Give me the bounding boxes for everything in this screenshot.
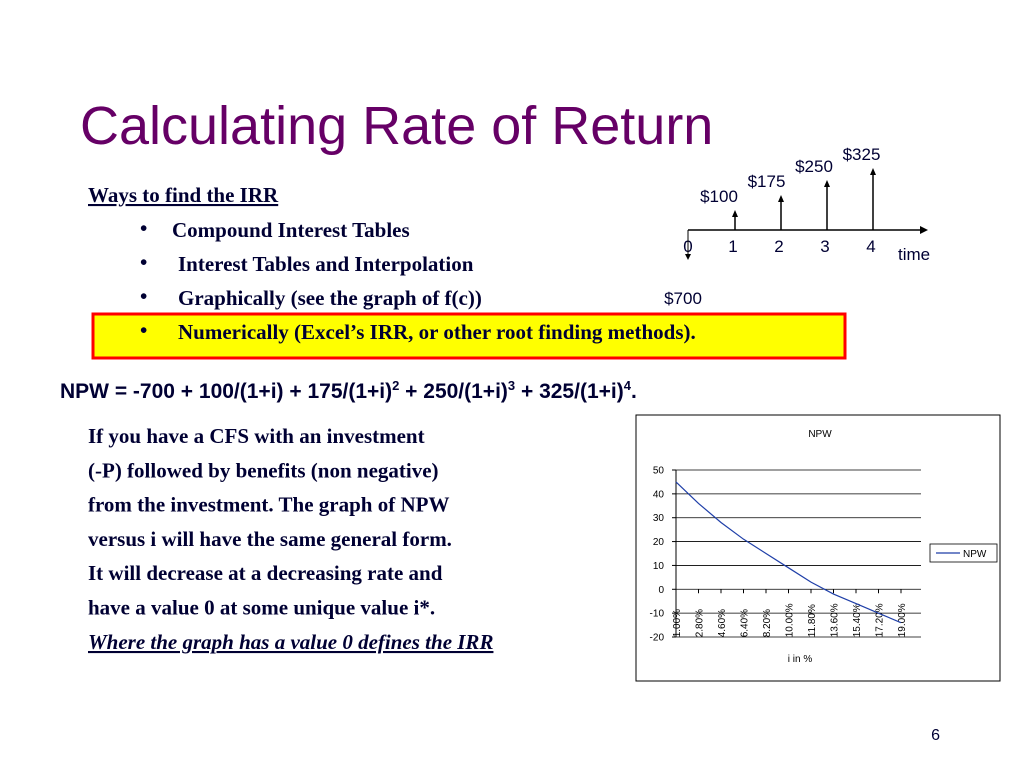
bullet: •	[140, 318, 147, 342]
method-item: Compound Interest Tables	[172, 218, 410, 242]
bullet: •	[140, 216, 147, 240]
npw-line	[675, 481, 902, 624]
y-tick-label: 10	[653, 561, 665, 572]
x-tick-label: 15.40%	[852, 603, 863, 637]
x-tick-label: 11.80%	[807, 604, 818, 637]
amount-label: $700	[664, 289, 702, 308]
superscript: 4	[624, 378, 632, 393]
bullet: •	[140, 284, 147, 308]
equation-part: NPW = -700 + 100/(1+i) + 175/(1+i)	[60, 380, 392, 403]
equation-part: + 325/(1+i)	[515, 380, 624, 403]
equation: NPW = -700 + 100/(1+i) + 175/(1+i)2 + 25…	[60, 378, 637, 403]
x-axis-label: i in %	[788, 654, 813, 665]
bullet: •	[140, 250, 147, 274]
period-label: 2	[774, 237, 783, 256]
explanation-line: have a value 0 at some unique value i*.	[88, 596, 435, 620]
highlight-box	[91, 312, 847, 360]
period-label: 1	[728, 237, 737, 256]
amount-label: $250	[795, 157, 833, 176]
amount-label: $175	[748, 172, 786, 191]
arrowhead	[685, 254, 691, 260]
method-item: Interest Tables and Interpolation	[178, 252, 474, 276]
time-label: time	[898, 245, 930, 264]
y-tick-label: -10	[650, 609, 665, 620]
amount-label: $100	[700, 187, 738, 206]
superscript: 2	[392, 378, 399, 393]
methods-heading: Ways to find the IRR	[88, 183, 279, 207]
period-label: 4	[866, 237, 875, 256]
y-tick-label: 0	[658, 585, 664, 596]
explanation: If you have a CFS with an investment (-P…	[88, 424, 493, 654]
x-tick-label: 13.60%	[830, 603, 841, 637]
npw-chart: NPW -20 -10 0 10 20 30 40 50 1.00% 2.80% 4.60% 6.40%…	[650, 429, 998, 665]
equation-part: + 250/(1+i)	[399, 380, 508, 403]
period-label: 3	[820, 237, 829, 256]
superscript: 3	[508, 378, 515, 393]
y-tick-label: 40	[653, 489, 665, 500]
method-item: Numerically (Excel’s IRR, or other root …	[178, 320, 696, 344]
x-tick-label: 2.80%	[695, 609, 706, 637]
legend-box	[929, 543, 998, 563]
explanation-line: (-P) followed by benefits (non negative)	[88, 458, 439, 482]
x-tick-label: 10.00%	[785, 603, 796, 637]
x-tick-label: 4.60%	[717, 609, 728, 637]
explanation-line: versus i will have the same general form…	[88, 527, 452, 551]
arrowhead	[870, 168, 876, 175]
arrowhead	[920, 226, 928, 234]
y-tick-label: 30	[653, 513, 665, 524]
slide-title: Calculating Rate of Return	[80, 96, 713, 156]
arrowhead	[824, 180, 830, 187]
explanation-line: If you have a CFS with an investment	[88, 424, 425, 448]
explanation-line: It will decrease at a decreasing rate an…	[88, 561, 443, 585]
arrowhead	[778, 195, 784, 202]
chart-title: NPW	[808, 429, 832, 440]
equation-part: .	[631, 380, 637, 403]
methods-list: • Compound Interest Tables • Interest Table…	[140, 216, 696, 344]
explanation-line: from the investment. The graph of NPW	[88, 493, 449, 517]
y-tick-label: -20	[650, 633, 665, 644]
x-tick-label: 8.20%	[762, 609, 773, 637]
legend-label: NPW	[963, 549, 987, 560]
amount-label: $325	[843, 145, 881, 164]
conclusion: Where the graph has a value 0 defines th…	[88, 630, 493, 654]
x-tick-label: 6.40%	[740, 609, 751, 637]
arrowhead	[732, 210, 738, 217]
x-tick-label: 17.20%	[875, 603, 886, 637]
x-tick-label: 1.00%	[672, 609, 683, 637]
y-tick-label: 50	[653, 466, 665, 477]
y-tick-label: 20	[653, 537, 665, 548]
page-number: 6	[931, 727, 940, 744]
method-item: Graphically (see the graph of f(c))	[178, 286, 482, 310]
x-tick-label: 19.00%	[897, 603, 908, 637]
